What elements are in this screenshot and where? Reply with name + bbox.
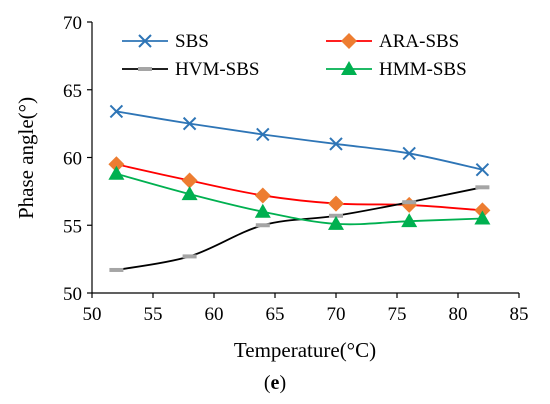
x-tick-group: 50 55 60 65 70 75 80 85: [83, 293, 529, 325]
data-point: [109, 267, 124, 272]
y-tick-group: 50 55 60 65 70: [63, 13, 92, 305]
x-marker-stroke: [256, 127, 270, 142]
data-point: [182, 254, 197, 259]
series-line: [116, 172, 483, 226]
data-point: [402, 146, 416, 161]
data-point: [401, 213, 418, 228]
data-point: [181, 186, 198, 201]
x-marker-stroke: [329, 137, 343, 151]
y-tick-label: 55: [63, 216, 82, 237]
data-point: [328, 195, 344, 212]
caption-close-paren: ): [279, 372, 286, 394]
legend: SBS ARA-SBS HVM-SBS HMM-SBS: [122, 31, 467, 80]
data-point: [474, 202, 491, 219]
legend-label: SBS: [175, 31, 209, 52]
data-point: [254, 203, 271, 218]
legend-label: HVM-SBS: [175, 59, 259, 80]
figure-caption: (e): [264, 372, 286, 394]
x-marker-stroke: [182, 116, 197, 131]
y-tick-label: 60: [63, 149, 82, 170]
series-sbs: [109, 104, 490, 177]
legend-marker: [138, 34, 152, 48]
y-tick-label: 70: [63, 13, 82, 34]
data-point: [181, 172, 198, 189]
x-tick-label: 85: [510, 304, 529, 325]
caption-open-paren: (: [264, 372, 271, 394]
x-tick-label: 70: [327, 304, 346, 325]
data-point: [475, 162, 490, 177]
caption-letter: e: [271, 372, 280, 394]
y-tick-label: 65: [63, 81, 82, 102]
data-point: [255, 223, 270, 228]
x-marker-stroke: [402, 146, 416, 161]
x-tick-label: 75: [388, 304, 407, 325]
series-line: [116, 163, 483, 212]
legend-label: HMM-SBS: [379, 59, 467, 80]
legend-label: ARA-SBS: [379, 31, 459, 52]
x-marker-stroke: [475, 162, 490, 177]
data-point: [402, 200, 417, 205]
legend-item-hvm-sbs: HVM-SBS: [122, 59, 259, 80]
data-point: [475, 185, 490, 190]
data-point: [108, 156, 125, 173]
x-tick-label: 65: [266, 304, 285, 325]
data-point: [109, 104, 124, 119]
x-axis-label: Temperature(°C): [234, 338, 376, 362]
series-line: [116, 110, 483, 171]
x-tick-label: 55: [144, 304, 163, 325]
legend-marker: [341, 33, 357, 49]
data-point: [474, 210, 491, 225]
data-point: [256, 127, 270, 142]
series-layer: [108, 104, 491, 272]
y-tick-label: 50: [63, 284, 82, 305]
series-hvm-sbs: [109, 185, 490, 272]
legend-item-sbs: SBS: [122, 31, 209, 52]
legend-marker: [138, 67, 152, 71]
x-tick-label: 50: [83, 304, 102, 325]
x-tick-label: 80: [449, 304, 468, 325]
data-point: [329, 213, 343, 218]
legend-marker: [341, 61, 357, 75]
data-point: [108, 165, 125, 180]
x-marker-stroke: [109, 104, 124, 119]
series-ara-sbs: [108, 156, 491, 219]
x-tick-label: 60: [205, 304, 224, 325]
data-point: [329, 137, 343, 151]
series-hmm-sbs: [108, 165, 491, 230]
legend-item-hmm-sbs: HMM-SBS: [326, 59, 467, 80]
y-axis-label: Phase angle(°): [14, 97, 38, 219]
data-point: [401, 196, 418, 213]
x-marker-stroke: [138, 34, 152, 48]
data-point: [182, 116, 197, 131]
legend-item-ara-sbs: ARA-SBS: [326, 31, 459, 52]
data-point: [328, 215, 344, 230]
data-point: [254, 187, 271, 204]
